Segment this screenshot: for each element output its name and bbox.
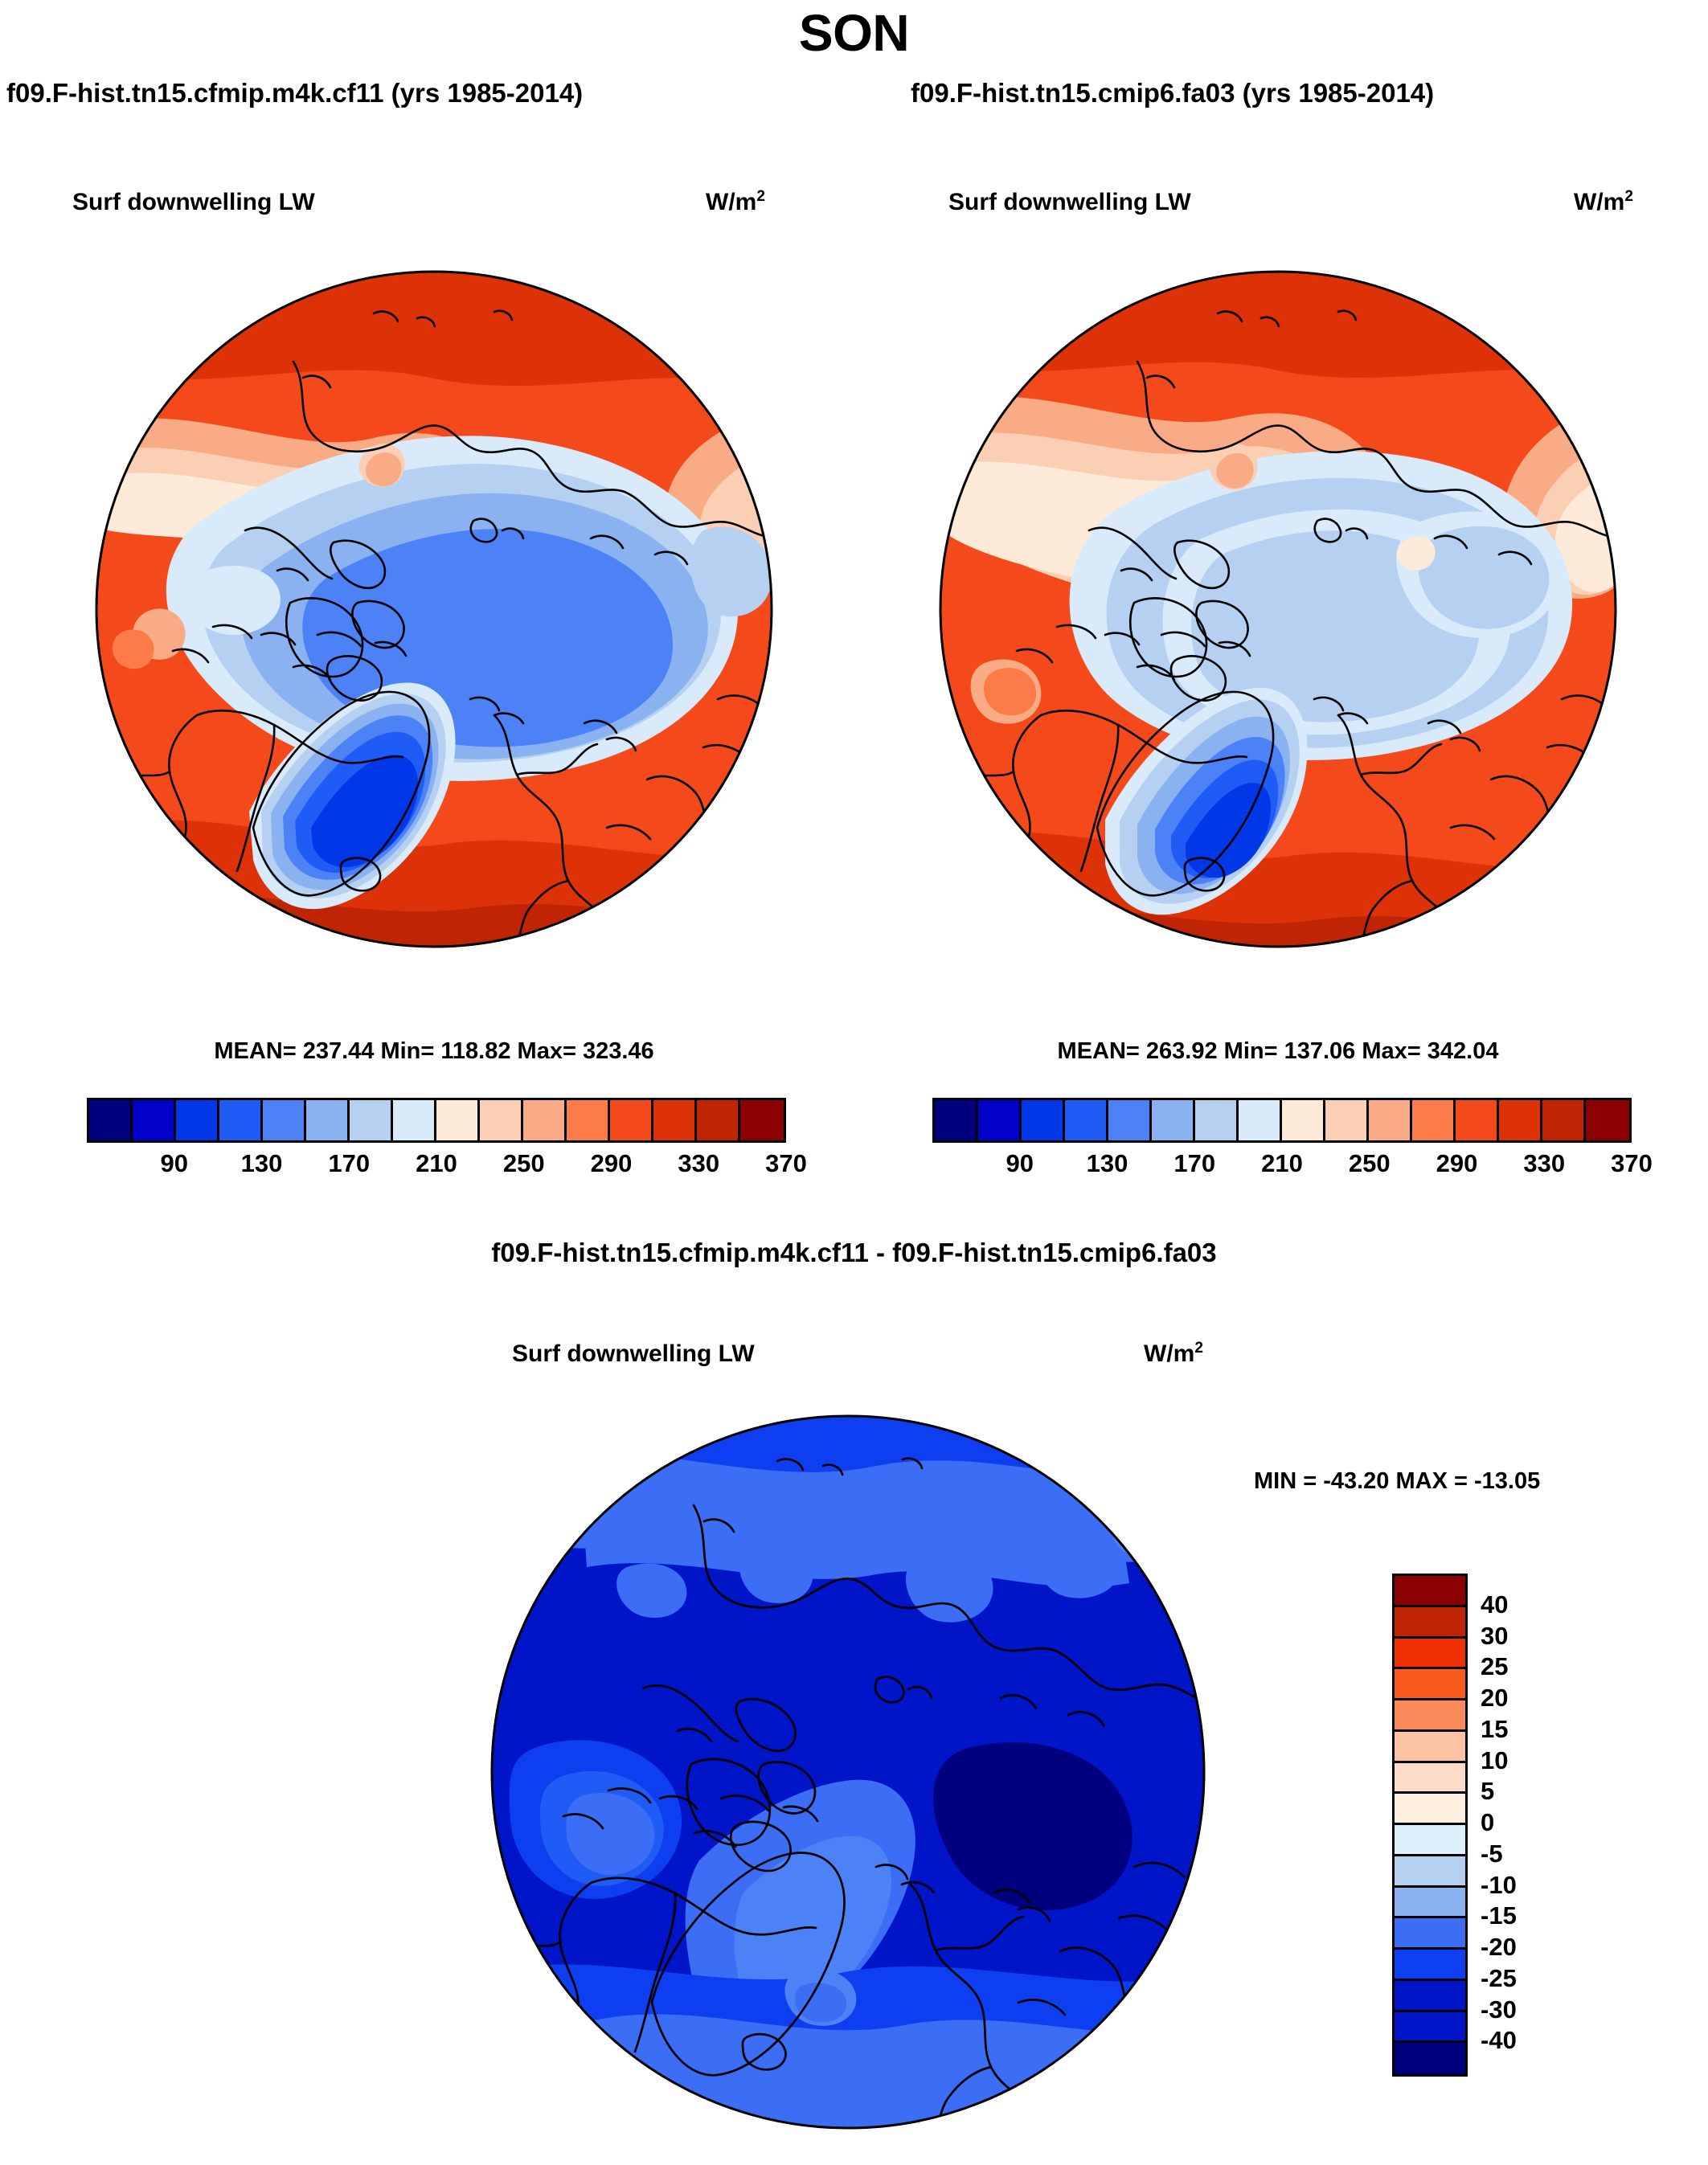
right-cbar-tick-90: 90 bbox=[1006, 1149, 1034, 1177]
diff-cbar-tick-m30: -30 bbox=[1481, 1995, 1517, 2024]
difference-variable-label: Surf downwelling LW bbox=[512, 1340, 755, 1367]
right-variable-label: Surf downwelling LW bbox=[948, 189, 1191, 215]
difference-units-label: W/m2 bbox=[1144, 1340, 1203, 1368]
left-units-label: W/m2 bbox=[706, 189, 765, 216]
left-cbar-tick-90: 90 bbox=[160, 1149, 188, 1177]
diff-cbar-tick-10: 10 bbox=[1481, 1746, 1509, 1774]
diff-cbar-tick-40: 40 bbox=[1481, 1590, 1509, 1619]
diff-cbar-tick-m25: -25 bbox=[1481, 1963, 1517, 1992]
diff-cbar-tick-30: 30 bbox=[1481, 1621, 1509, 1650]
left-units-exponent: 2 bbox=[756, 188, 765, 205]
left-case-title: f09.F-hist.tn15.cfmip.m4k.cf11 (yrs 1985… bbox=[6, 78, 584, 108]
left-cbar-tick-370: 370 bbox=[765, 1149, 807, 1177]
diff-cbar-tick-m40: -40 bbox=[1481, 2026, 1517, 2055]
right-cbar-tick-370: 370 bbox=[1611, 1149, 1653, 1177]
right-cbar-tick-330: 330 bbox=[1523, 1149, 1566, 1177]
difference-units-text: W/m bbox=[1144, 1340, 1195, 1367]
difference-minmax: MIN = -43.20 MAX = -13.05 bbox=[1254, 1468, 1541, 1494]
left-stats: MEAN= 237.44 Min= 118.82 Max= 323.46 bbox=[214, 1038, 654, 1064]
right-cbar-tick-210: 210 bbox=[1261, 1149, 1303, 1177]
difference-map bbox=[486, 1410, 1210, 2134]
diff-cbar-tick-0: 0 bbox=[1481, 1808, 1495, 1836]
left-variable-label: Surf downwelling LW bbox=[72, 189, 315, 215]
right-cbar-tick-170: 170 bbox=[1173, 1149, 1216, 1177]
right-cbar-tick-130: 130 bbox=[1086, 1149, 1128, 1177]
diff-cbar-tick-15: 15 bbox=[1481, 1714, 1509, 1743]
right-units-label: W/m2 bbox=[1574, 189, 1633, 216]
right-colorbar-labels: 90 130 170 210 250 290 330 370 bbox=[932, 1149, 1653, 1181]
diff-cbar-tick-m10: -10 bbox=[1481, 1870, 1517, 1899]
right-cbar-tick-290: 290 bbox=[1436, 1149, 1478, 1177]
left-cbar-tick-290: 290 bbox=[590, 1149, 633, 1177]
left-cbar-tick-250: 250 bbox=[502, 1149, 545, 1177]
difference-units-exponent: 2 bbox=[1194, 1340, 1203, 1357]
diff-cbar-tick-5: 5 bbox=[1481, 1777, 1495, 1806]
left-colorbar-labels: 90 130 170 210 250 290 330 370 bbox=[87, 1149, 807, 1181]
right-units-text: W/m bbox=[1574, 189, 1625, 215]
diff-cbar-tick-m15: -15 bbox=[1481, 1901, 1517, 1930]
difference-colorbar[interactable] bbox=[1392, 1574, 1468, 2077]
diff-cbar-tick-m20: -20 bbox=[1481, 1933, 1517, 1961]
left-cbar-tick-330: 330 bbox=[678, 1149, 720, 1177]
right-case-title: f09.F-hist.tn15.cmip6.fa03 (yrs 1985-201… bbox=[911, 78, 1435, 108]
left-units-text: W/m bbox=[706, 189, 757, 215]
left-cbar-tick-170: 170 bbox=[328, 1149, 371, 1177]
right-colorbar[interactable] bbox=[932, 1098, 1632, 1143]
left-colorbar[interactable] bbox=[87, 1098, 786, 1143]
left-cbar-tick-130: 130 bbox=[240, 1149, 283, 1177]
right-cbar-tick-250: 250 bbox=[1348, 1149, 1391, 1177]
season-title: SON bbox=[798, 4, 910, 62]
diff-cbar-tick-m5: -5 bbox=[1481, 1839, 1503, 1868]
left-cbar-tick-210: 210 bbox=[416, 1149, 457, 1177]
right-stats: MEAN= 263.92 Min= 137.06 Max= 342.04 bbox=[1057, 1038, 1499, 1064]
left-map bbox=[92, 265, 776, 952]
difference-title: f09.F-hist.tn15.cfmip.m4k.cf11 - f09.F-h… bbox=[491, 1238, 1217, 1267]
right-units-exponent: 2 bbox=[1624, 188, 1633, 205]
diff-cbar-tick-25: 25 bbox=[1481, 1652, 1509, 1681]
diff-cbar-tick-20: 20 bbox=[1481, 1684, 1509, 1712]
right-map bbox=[936, 265, 1620, 952]
